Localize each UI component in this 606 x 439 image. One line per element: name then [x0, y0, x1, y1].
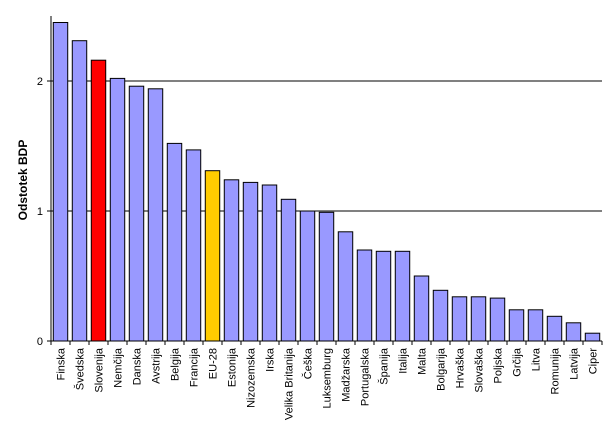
bar-hrvaška — [451, 296, 468, 342]
bar-malta — [413, 275, 430, 342]
y-tick-label: 2 — [37, 76, 43, 88]
bar-nizozemska — [242, 181, 259, 342]
x-tick-label: Slovaška — [474, 347, 486, 393]
bar-belgija — [166, 142, 183, 342]
axes — [47, 16, 603, 345]
x-tick-label: Poljska — [493, 347, 505, 383]
bar-slovaška — [470, 296, 487, 342]
x-tick-label: Ciper — [588, 348, 600, 375]
x-tick-label: Estonija — [227, 347, 239, 387]
x-tick-label: Slovenija — [94, 347, 106, 393]
x-tick-label: Portugalska — [360, 347, 372, 406]
x-tick-label: Belgija — [170, 347, 182, 381]
x-tick-label: Češka — [302, 347, 315, 379]
bar-finska — [52, 22, 69, 342]
bar-romunija — [546, 315, 563, 342]
x-tick-label: Finska — [56, 347, 68, 380]
bar-poljska — [489, 297, 506, 342]
x-tick-label: Grčija — [512, 347, 524, 377]
x-tick-label: Malta — [417, 347, 429, 375]
bar-ciper — [584, 332, 601, 342]
x-tick-label: Francija — [189, 347, 201, 387]
bar-madžarska — [337, 231, 354, 342]
bar-grčija — [508, 309, 525, 342]
x-tick-label: Velika Britanija — [284, 347, 296, 420]
bar-slovenija — [90, 59, 107, 342]
x-tick-label: Hrvaška — [455, 347, 467, 388]
x-tick-label: Irska — [265, 347, 277, 372]
x-tick-label: Italija — [398, 347, 410, 374]
bar-portugalska — [356, 249, 373, 342]
bar-danska — [128, 85, 145, 342]
x-tick-label: Švedska — [74, 347, 87, 390]
bar-luksemburg — [318, 211, 335, 342]
x-tick-label: Nizozemska — [246, 347, 258, 408]
bar-irska — [261, 184, 278, 342]
y-tick-label: 0 — [37, 336, 43, 348]
x-tick-label: Bolgarija — [436, 347, 448, 391]
x-tick-label: Danska — [132, 347, 144, 385]
y-tick-labels: 0 1 2 — [37, 76, 43, 348]
bar-francija — [185, 149, 202, 342]
x-tick-label: EU-28 — [208, 348, 220, 379]
bar-estonija — [223, 179, 240, 342]
bar-avstrija — [147, 88, 164, 342]
bar-švedska — [71, 40, 88, 342]
y-axis-title: Odstotek BDP — [16, 140, 30, 221]
bar-litva — [527, 309, 544, 342]
bar-češka — [299, 210, 316, 342]
bar-bolgarija — [432, 289, 449, 342]
x-tick-label: Nemčija — [113, 347, 125, 388]
bars — [52, 22, 601, 342]
x-tick-label: Litva — [531, 347, 543, 371]
x-tick-label: Madžarska — [341, 347, 353, 402]
bar-italija — [394, 250, 411, 342]
x-tick-label: Španija — [378, 347, 391, 385]
bar-velika-britanija — [280, 198, 297, 342]
y-tick-label: 1 — [37, 206, 43, 218]
bar-latvija — [565, 322, 582, 342]
bar-nemčija — [109, 77, 126, 342]
x-tick-label: Latvija — [569, 347, 581, 380]
x-tick-label: Romunija — [550, 347, 562, 394]
bar-španija — [375, 250, 392, 342]
x-tick-labels: Finska Švedska Slovenija Nemčija Danska Avstr… — [56, 347, 600, 420]
x-tick-label: Avstrija — [151, 347, 163, 384]
x-tick-label: Luksemburg — [322, 348, 334, 409]
bar-eu-28 — [204, 170, 221, 342]
